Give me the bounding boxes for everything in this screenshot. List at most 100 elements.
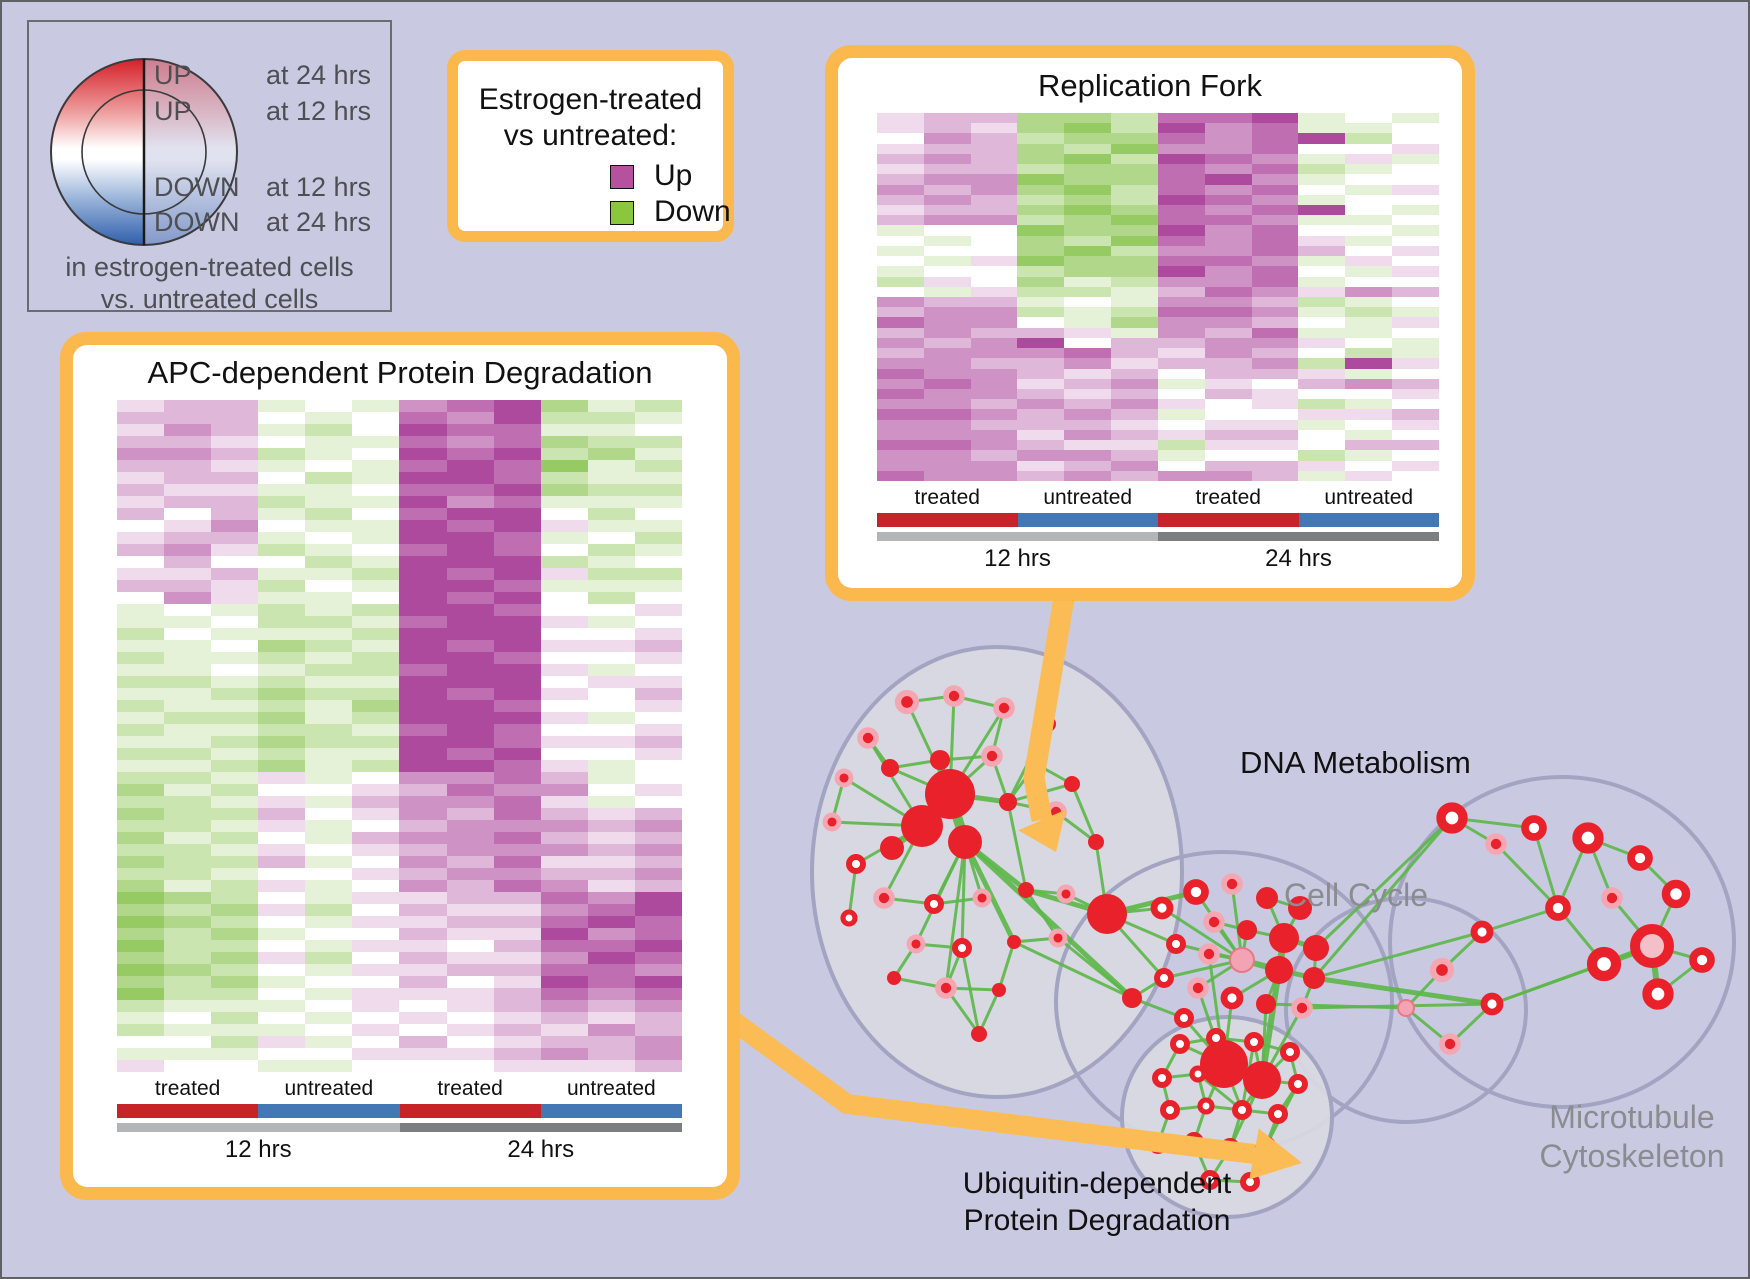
heatmap-cell <box>305 1048 353 1060</box>
heatmap-cell <box>1251 399 1299 410</box>
heatmap-cell <box>877 327 924 338</box>
gene-node <box>880 836 904 860</box>
heatmap-cell <box>305 532 353 544</box>
heatmap-cell <box>1345 297 1393 308</box>
heatmap-cell <box>493 964 541 976</box>
heatmap-cell <box>1157 450 1205 461</box>
heatmap-cell <box>1204 133 1252 144</box>
heatmap-cell <box>1157 194 1205 205</box>
heatmap-cell <box>1017 276 1065 287</box>
heatmap-cell <box>1392 164 1439 175</box>
heatmap-cell <box>1298 256 1346 267</box>
gene-node <box>1256 887 1278 909</box>
heatmap-cell <box>923 470 971 481</box>
apc-degradation-title: APC-dependent Protein Degradation <box>147 355 653 390</box>
heatmap-cell <box>164 532 212 544</box>
heatmap-cell <box>587 868 635 880</box>
heatmap-cell <box>258 1024 306 1036</box>
heatmap-cell <box>399 856 447 868</box>
heatmap-cell <box>1064 419 1112 430</box>
heatmap-cell <box>1392 266 1439 277</box>
heatmap-cell <box>258 904 306 916</box>
heatmap-cell <box>540 568 588 580</box>
legend-title-line: Estrogen-treated <box>478 83 703 116</box>
heatmap-cell <box>493 412 541 424</box>
heatmap-cell <box>399 868 447 880</box>
heatmap-cell <box>1251 276 1299 287</box>
up-label: Up <box>654 159 693 192</box>
heatmap-cell <box>970 307 1018 318</box>
untreated-bar-segment <box>258 1104 400 1118</box>
heatmap-cell <box>117 400 165 412</box>
heatmap-cell <box>540 604 588 616</box>
heatmap-cell <box>1345 266 1393 277</box>
heatmap-cell <box>258 436 306 448</box>
heatmap-cell <box>493 724 541 736</box>
heatmap-cell <box>352 628 400 640</box>
heatmap-cell <box>164 1024 212 1036</box>
gene-node <box>1436 802 1468 834</box>
network-label-microtubule-cytoskeleton-line: Cytoskeleton <box>1539 1138 1725 1175</box>
24hrs-bar-segment <box>399 1123 682 1132</box>
heatmap-cell <box>540 580 588 592</box>
heatmap-cell <box>1392 317 1439 328</box>
apc-degradation-heatmap <box>117 400 682 1072</box>
heatmap-cell <box>1111 337 1158 349</box>
heatmap-cell <box>305 628 353 640</box>
heatmap-cell <box>634 1024 682 1036</box>
heatmap-cell <box>446 784 494 796</box>
heatmap-cell <box>1111 378 1158 389</box>
scale-footer-line: in estrogen-treated cells <box>65 252 354 282</box>
heatmap-cell <box>1064 256 1112 267</box>
heatmap-cell <box>117 988 165 1000</box>
heatmap-cell <box>1064 235 1112 246</box>
heatmap-cell <box>1064 266 1112 277</box>
heatmap-cell <box>117 472 165 484</box>
heatmap-cell <box>117 808 165 820</box>
gene-node <box>846 854 866 874</box>
heatmap-cell <box>258 772 306 784</box>
gene-node <box>924 894 944 914</box>
heatmap-cell <box>634 724 682 736</box>
heatmap-cell <box>399 520 447 532</box>
heatmap-cell <box>117 760 165 772</box>
heatmap-cell <box>211 760 259 772</box>
heatmap-cell <box>587 892 635 904</box>
heatmap-cell <box>493 556 541 568</box>
heatmap-cell <box>877 317 924 328</box>
heatmap-cell <box>1392 123 1439 134</box>
heatmap-cell <box>1298 225 1346 236</box>
heatmap-cell <box>1345 256 1393 267</box>
heatmap-cell <box>352 796 400 808</box>
heatmap-cell <box>634 616 682 628</box>
heatmap-cell <box>540 952 588 964</box>
heatmap-cell <box>446 808 494 820</box>
heatmap-cell <box>1204 235 1252 246</box>
heatmap-cell <box>446 844 494 856</box>
heatmap-cell <box>1017 164 1065 175</box>
heatmap-cell <box>877 123 924 134</box>
heatmap-cell <box>399 736 447 748</box>
heatmap-cell <box>1157 399 1205 410</box>
heatmap-cell <box>587 664 635 676</box>
heatmap-cell <box>164 640 212 652</box>
heatmap-cell <box>1204 409 1252 420</box>
heatmap-cell <box>211 712 259 724</box>
heatmap-cell <box>211 544 259 556</box>
heatmap-cell <box>399 472 447 484</box>
heatmap-cell <box>258 1036 306 1048</box>
heatmap-cell <box>258 916 306 928</box>
heatmap-cell <box>1204 399 1252 410</box>
heatmap-cell <box>1017 389 1065 400</box>
heatmap-cell <box>258 808 306 820</box>
heatmap-cell <box>493 676 541 688</box>
heatmap-cell <box>1298 337 1346 349</box>
untreated-label: untreated <box>1324 486 1414 509</box>
heatmap-cell <box>877 256 924 267</box>
heatmap-cell <box>493 820 541 832</box>
heatmap-cell <box>352 964 400 976</box>
gene-node <box>1150 896 1174 920</box>
heatmap-cell <box>305 760 353 772</box>
heatmap-cell <box>493 652 541 664</box>
heatmap-cell <box>1064 317 1112 328</box>
